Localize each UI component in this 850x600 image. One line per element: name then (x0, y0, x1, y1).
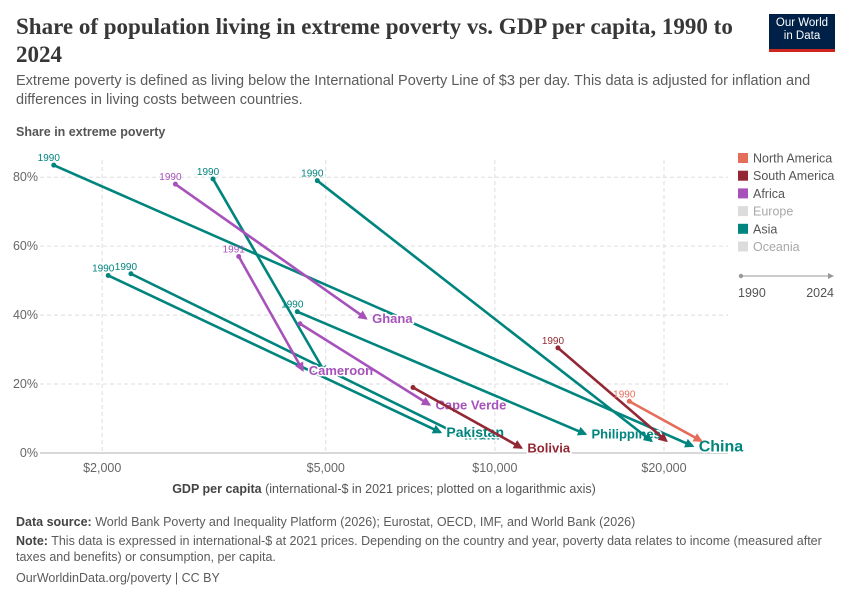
chart-subtitle: Extreme poverty is defined as living bel… (16, 73, 811, 108)
footer-link[interactable]: OurWorldinData.org/poverty | CC BY (16, 571, 220, 585)
series-line (211, 178, 327, 376)
series-start-year: 1990 (38, 153, 61, 164)
logo-line-1: Our World (775, 17, 829, 29)
x-tick-label: $5,000 (307, 461, 345, 475)
legend-swatch (738, 188, 748, 199)
x-axis-label-rest: (international-$ in 2021 prices; plotted… (265, 482, 596, 496)
legend-label: South America (753, 169, 834, 183)
x-tick-label: $10,000 (472, 461, 517, 475)
series-start-year: 1990 (115, 262, 138, 273)
series-start-point (51, 162, 57, 168)
series-line (412, 386, 524, 449)
series-asia-unlabeled: 1990 (197, 167, 327, 376)
series-end-label: Cameroon (309, 363, 373, 378)
series-start-point (128, 271, 134, 277)
series-start-year: 1990 (197, 167, 220, 178)
x-axis-label: GDP per capita (international-$ in 2021 … (172, 482, 596, 496)
note-text: This data is expressed in international-… (16, 534, 822, 564)
legend-label: Oceania (753, 240, 800, 254)
legend-label: Africa (753, 187, 785, 201)
y-tick-label: 60% (13, 239, 38, 253)
legend-swatch (738, 170, 748, 181)
timeline-end-arrow (828, 273, 834, 279)
footer-note: Note: This data is expressed in internat… (16, 533, 836, 565)
note-label: Note: (16, 534, 48, 548)
series-asia-unlabeled: 1990 (301, 169, 653, 443)
series-north-america-unlabeled: 1990 (613, 389, 703, 443)
legend-label: Asia (753, 222, 777, 236)
series-start-point (294, 309, 300, 315)
series-pakistan: 1990 Pakistan (92, 263, 505, 441)
series-bolivia: Bolivia (410, 385, 572, 457)
legend-swatch (738, 206, 748, 217)
source-text: World Bank Poverty and Inequality Platfo… (95, 515, 636, 529)
series-start-point (314, 178, 320, 184)
series-start-year: 1990 (92, 263, 115, 274)
series-south-america-unlabeled: 1990 (542, 336, 668, 443)
legend: North America South America Africa Europe As… (738, 152, 834, 254)
series-line (237, 255, 304, 372)
series-line (296, 310, 588, 436)
series-line (557, 346, 668, 443)
series-start-year: 1990 (159, 172, 182, 183)
owid-logo[interactable]: Our World in Data (769, 14, 835, 52)
series-start-year: 1991 (223, 245, 246, 256)
series-start-point (172, 181, 178, 187)
y-tick-label: 80% (13, 170, 38, 184)
y-tick-label: 0% (20, 446, 38, 460)
series-start-year: 1990 (613, 389, 636, 400)
series-line (628, 400, 703, 443)
legend-swatch (738, 241, 748, 252)
series-ghana: 1990 Ghana (159, 172, 415, 327)
legend-swatch (738, 223, 748, 234)
series-start-point (555, 345, 561, 351)
source-label: Data source: (16, 515, 92, 529)
series-start-point (236, 254, 242, 260)
chart-title: Share of population living in extreme po… (16, 14, 733, 67)
series-start-point (410, 385, 416, 391)
footer-source: Data source: World Bank Poverty and Ineq… (16, 514, 836, 530)
timeline-start-label: 1990 (738, 286, 766, 300)
series-line (299, 322, 432, 406)
x-tick-label: $2,000 (83, 461, 121, 475)
series-end-label: China (699, 439, 744, 456)
series-china: 1990 China (38, 153, 745, 457)
series-line (316, 179, 653, 443)
series-end-label: Ghana (372, 311, 413, 326)
series-start-year: 1990 (301, 169, 324, 180)
timeline-start-handle (738, 273, 744, 279)
series-start-year: 1990 (542, 336, 565, 347)
series-start-point (105, 272, 111, 278)
legend-label: North America (753, 152, 832, 166)
series-line (174, 183, 368, 320)
y-tick-label: 40% (13, 308, 38, 322)
timeline: 1990 2024 (738, 273, 834, 300)
timeline-end-label: 2024 (806, 286, 834, 300)
scatter-chart: Share in extreme poverty 0% 20% 40% 60% 80% $2… (13, 125, 834, 496)
series-end-label: Bolivia (527, 440, 570, 455)
legend-swatch (738, 153, 748, 163)
series-end-label: Pakistan (446, 424, 504, 440)
y-axis-label: Share in extreme poverty (16, 125, 165, 139)
series-cameroon: 1991 Cameroon (223, 245, 375, 380)
series-line (53, 163, 695, 448)
series-start-point (297, 321, 303, 327)
x-axis-label-bold: GDP per capita (172, 482, 265, 496)
y-tick-label: 20% (13, 377, 38, 391)
legend-label: Europe (753, 205, 793, 219)
series-start-point (210, 176, 216, 182)
series-start-point (626, 398, 632, 404)
logo-line-2: in Data (783, 30, 821, 42)
series-start-year: 1990 (281, 300, 304, 311)
x-tick-label: $20,000 (641, 461, 686, 475)
series-line (107, 274, 443, 434)
